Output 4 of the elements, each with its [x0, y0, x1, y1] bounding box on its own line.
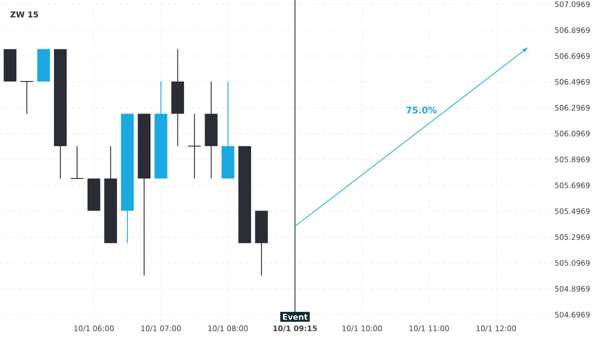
candlestick	[20, 81, 34, 114]
candlestick	[70, 146, 84, 179]
candlestick	[188, 113, 202, 179]
annotation: 75.0%	[406, 106, 437, 114]
